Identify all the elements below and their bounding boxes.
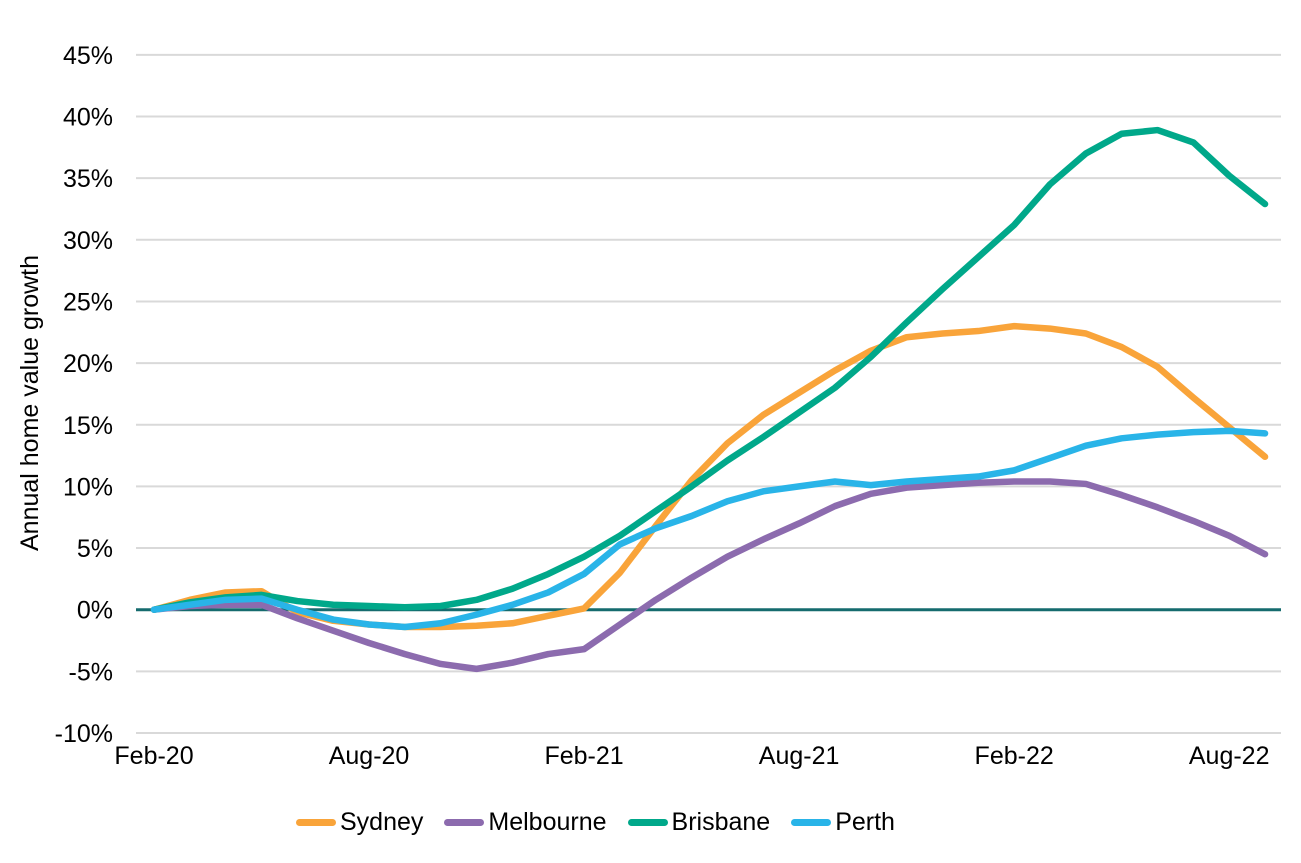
legend-item-melbourne: Melbourne: [444, 806, 607, 838]
legend-label: Perth: [835, 808, 895, 836]
data-lines: [150, 126, 1269, 673]
legend-item-perth: Perth: [791, 806, 895, 838]
y-tick-label: 15%: [63, 412, 113, 440]
legend-swatch: [296, 818, 336, 826]
y-tick-labels: 45% 40% 35% 30% 25% 20% 15% 10% 5% 0% -5% -10%: [55, 42, 113, 748]
x-tick-label: Aug-21: [759, 742, 840, 770]
line-series-perth: [150, 427, 1269, 631]
x-tick-label: Feb-21: [544, 742, 623, 770]
legend: Sydney Melbourne Brisbane Perth: [296, 806, 895, 838]
y-tick-label: -10%: [55, 720, 113, 748]
y-tick-label: 40%: [63, 104, 113, 132]
legend-item-brisbane: Brisbane: [627, 806, 771, 838]
x-tick-label: Feb-22: [975, 742, 1054, 770]
y-tick-label: 35%: [63, 165, 113, 193]
y-tick-label: 45%: [63, 42, 113, 70]
line-series-melbourne: [150, 478, 1269, 673]
y-axis-title: Annual home value growth: [16, 255, 44, 551]
gridlines: [136, 53, 1281, 734]
y-tick-label: 10%: [63, 473, 113, 501]
x-tick-label: Feb-20: [114, 742, 193, 770]
y-tick-label: 20%: [63, 350, 113, 378]
x-tick-label: Aug-20: [329, 742, 410, 770]
y-tick-label: -5%: [69, 658, 113, 686]
x-tick-labels: Feb-20 Aug-20 Feb-21 Aug-21 Feb-22 Aug-22: [114, 742, 1269, 770]
line-series-brisbane: [150, 126, 1269, 613]
legend-item-sydney: Sydney: [296, 806, 423, 838]
legend-label: Brisbane: [671, 808, 771, 836]
legend-swatch: [444, 818, 485, 826]
legend-label: Melbourne: [488, 808, 607, 836]
y-tick-label: 5%: [77, 535, 113, 563]
y-tick-label: 25%: [63, 288, 113, 316]
y-tick-label: 0%: [77, 597, 113, 625]
x-tick-label: Aug-22: [1189, 742, 1270, 770]
legend-swatch: [791, 818, 832, 826]
y-tick-label: 30%: [63, 227, 113, 255]
legend-swatch: [627, 818, 668, 826]
legend-label: Sydney: [340, 808, 424, 836]
